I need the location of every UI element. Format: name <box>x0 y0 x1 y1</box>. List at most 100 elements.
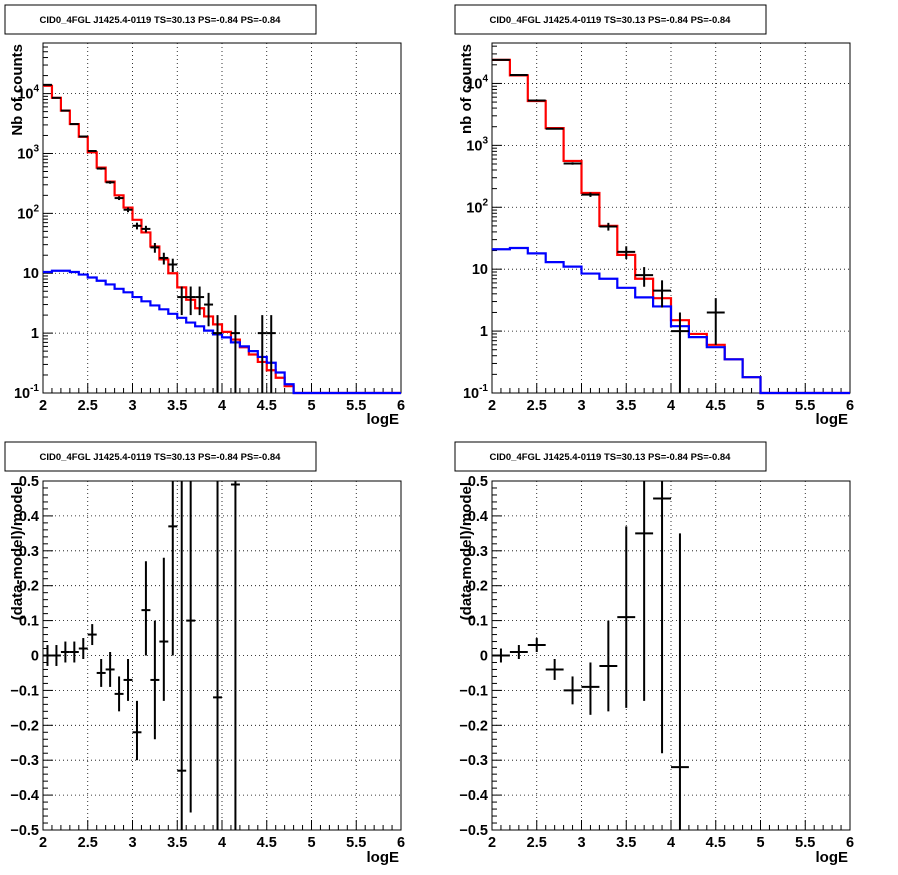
y-tick-label: 103 <box>466 135 488 154</box>
background-histogram <box>43 269 401 395</box>
x-tick-label: 5.5 <box>795 835 815 851</box>
x-tick-label: 3.5 <box>167 835 187 851</box>
data-point <box>545 658 564 680</box>
plot-frame <box>491 480 851 831</box>
plot-area: 2 2.5 3 3.5 4 4.5 5 5.5 6 10-1 1 10 102 103 104 <box>463 42 854 414</box>
data-point <box>492 648 510 663</box>
data-point <box>43 645 52 666</box>
x-tick-label: 4 <box>218 398 226 414</box>
y-tick-label: 0.1 <box>468 614 488 630</box>
y-tick-label: −0.4 <box>459 788 488 804</box>
x-tick-label: 2.5 <box>78 835 98 851</box>
data-point <box>213 481 222 830</box>
data-point <box>177 481 187 830</box>
y-tick-label: −0.3 <box>459 753 488 769</box>
data-point <box>96 658 106 687</box>
plot-frame <box>491 42 851 394</box>
data-point <box>563 162 582 165</box>
data-point <box>671 312 689 393</box>
x-tick-label: 3.5 <box>167 398 187 414</box>
data-point <box>87 150 97 153</box>
y-tick-label: 0.1 <box>19 614 39 630</box>
x-tick-label: 5 <box>307 398 315 414</box>
x-tick-label: 2.5 <box>527 398 547 414</box>
data-point <box>96 167 106 170</box>
data-point <box>509 645 528 659</box>
data-point <box>132 700 142 761</box>
x-tick-label: 5.5 <box>795 398 815 414</box>
panel-title: CID0_4FGL J1425.4-0119 TS=30.13 PS=-0.84… <box>490 452 732 463</box>
data-point <box>78 135 88 138</box>
y-tick-label: 0.5 <box>468 474 488 490</box>
plot-area: 2 2.5 3 3.5 4 4.5 5 5.5 6 −0.5 −0.4 −0.3 −0.2 −0.1 0 0.… <box>459 474 854 851</box>
y-axis-label: (data-model)/model <box>458 482 475 620</box>
y-tick-label: 0 <box>480 649 488 665</box>
y-tick-label: −0.2 <box>10 718 39 734</box>
panel-title: CID0_4FGL J1425.4-0119 TS=30.13 PS=-0.84… <box>40 15 282 26</box>
x-tick-label: 6 <box>846 835 854 851</box>
y-tick-label: −0.5 <box>459 823 488 839</box>
y-tick-label: −0.4 <box>10 788 39 804</box>
data-point <box>87 624 97 646</box>
y-tick-label: 0.3 <box>468 544 488 560</box>
x-tick-label: 4.5 <box>706 398 726 414</box>
data-point <box>60 109 70 112</box>
data-point <box>123 658 133 701</box>
y-tick-label: 0.2 <box>19 579 39 595</box>
x-tick-label: 5 <box>307 835 315 851</box>
data-point <box>114 676 124 712</box>
x-tick-label: 6 <box>397 398 405 414</box>
y-tick-label: 10-1 <box>14 383 39 402</box>
x-tick-label: 3 <box>128 835 136 851</box>
data-point <box>51 96 61 99</box>
y-axis-label: (data-model)/model <box>9 482 26 620</box>
data-point <box>186 481 196 813</box>
x-axis-label: logE <box>816 849 849 866</box>
data-point <box>177 286 187 316</box>
x-tick-label: 4.5 <box>257 835 277 851</box>
y-tick-label: 0.2 <box>468 579 488 595</box>
y-tick-label: −0.3 <box>10 753 39 769</box>
data-point <box>617 526 636 708</box>
data-point <box>141 225 151 233</box>
y-axis-label: Nb of counts <box>9 44 26 136</box>
x-tick-label: 3.5 <box>616 398 636 414</box>
background-histogram <box>492 246 850 395</box>
data-point <box>51 645 61 666</box>
data-point <box>599 620 618 712</box>
x-axis-label: logE <box>367 849 400 866</box>
x-tick-label: 4.5 <box>257 398 277 414</box>
data-point <box>114 196 124 201</box>
data-point <box>581 192 600 197</box>
y-tick-label: 0.3 <box>19 544 39 560</box>
data-point <box>527 638 546 653</box>
data-point <box>105 180 115 184</box>
y-tick-label: 0.4 <box>19 509 39 525</box>
x-tick-label: 6 <box>397 835 405 851</box>
x-tick-label: 4 <box>667 398 675 414</box>
x-tick-label: 4 <box>667 835 675 851</box>
x-tick-label: 5 <box>756 398 764 414</box>
y-tick-label: 1 <box>31 326 39 342</box>
panel-title: CID0_4FGL J1425.4-0119 TS=30.13 PS=-0.84… <box>40 452 282 463</box>
x-tick-label: 2 <box>39 835 47 851</box>
x-tick-label: 5.5 <box>346 398 366 414</box>
y-tick-label: 102 <box>466 197 488 216</box>
x-tick-label: 3.5 <box>616 835 636 851</box>
y-tick-label: −0.2 <box>459 718 488 734</box>
data-point <box>159 252 169 265</box>
y-tick-label: 104 <box>17 84 39 103</box>
y-tick-label: 104 <box>466 73 488 92</box>
data-point <box>141 561 151 656</box>
panel-top-right: CID0_4FGL J1425.4-0119 TS=30.13 PS=-0.84… <box>454 4 854 428</box>
data-point <box>653 280 671 308</box>
data-point <box>132 222 142 230</box>
y-tick-label: −0.1 <box>10 683 39 699</box>
x-tick-label: 3 <box>128 398 136 414</box>
data-point <box>257 315 267 393</box>
y-tick-label: −0.5 <box>10 823 39 839</box>
x-tick-label: 5.5 <box>346 835 366 851</box>
data-point <box>168 481 178 656</box>
title-box <box>4 4 317 35</box>
data-point <box>653 481 671 754</box>
